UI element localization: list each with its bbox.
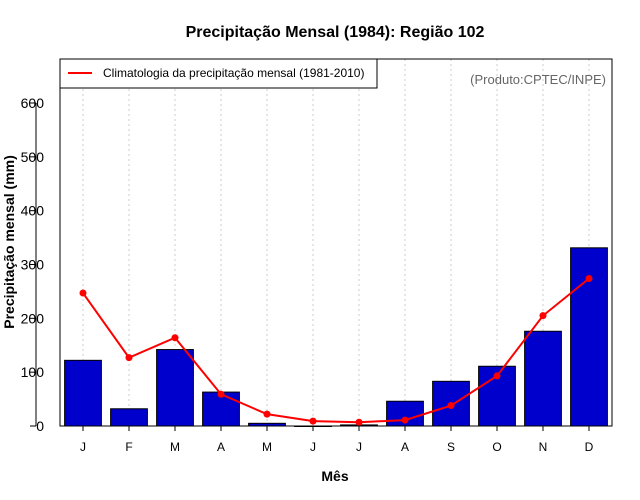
x-axis-title: Mês	[321, 468, 348, 484]
climatology-point	[401, 416, 409, 424]
climatology-point	[355, 418, 363, 426]
legend: Climatologia da precipitação mensal (198…	[59, 58, 378, 89]
bar	[524, 330, 562, 427]
y-tick-label: 0	[36, 418, 44, 434]
credit-text: (Produto:CPTEC/INPE)	[470, 72, 606, 87]
x-tick-label: S	[447, 440, 455, 454]
bar	[156, 349, 194, 427]
climatology-point	[125, 354, 133, 362]
climatology-line	[82, 277, 590, 424]
y-tick-label: 200	[21, 310, 45, 326]
x-tick-label: O	[492, 440, 501, 454]
y-tick-label: 300	[21, 257, 45, 273]
y-axis-title: Precipitação mensal (mm)	[1, 155, 17, 329]
x-tick-label: M	[262, 440, 272, 454]
legend-box	[59, 58, 378, 89]
climatology-point	[493, 372, 501, 380]
y-tick-label: 400	[21, 203, 45, 219]
x-tick-label: A	[401, 440, 409, 454]
x-tick-label: D	[585, 440, 594, 454]
x-tick-label: J	[310, 440, 316, 454]
chart-title: Precipitação Mensal (1984): Região 102	[186, 24, 485, 41]
x-tick-label: A	[217, 440, 225, 454]
legend-label: Climatologia da precipitação mensal (198…	[103, 66, 364, 80]
climatology-point	[585, 274, 593, 282]
x-tick-label: F	[125, 440, 132, 454]
y-axis-ticks: 0 100 200 300 400 500 600	[21, 95, 45, 434]
y-tick-label: 600	[21, 95, 45, 111]
bar	[64, 359, 102, 427]
climatology-point	[309, 417, 317, 425]
x-tick-label: N	[539, 440, 548, 454]
climatology-point	[263, 410, 271, 418]
bar	[570, 247, 608, 427]
climatology-point	[447, 402, 455, 410]
x-tick-label: M	[170, 440, 180, 454]
climatology-point	[217, 390, 225, 398]
y-tick-label: 500	[21, 149, 45, 165]
x-tick-label: J	[80, 440, 86, 454]
y-tick-label: 100	[21, 364, 45, 380]
climatology-point	[171, 334, 179, 342]
climatology-point	[79, 289, 87, 297]
bar	[110, 408, 148, 427]
x-tick-label: J	[356, 440, 362, 454]
climatology-point	[539, 312, 547, 320]
grid-layer	[82, 59, 590, 426]
climatology-line-layer	[79, 274, 593, 426]
